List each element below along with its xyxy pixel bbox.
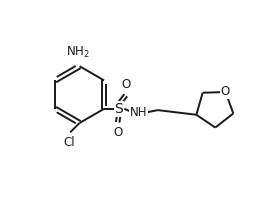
Text: NH: NH [130, 106, 147, 119]
Text: S: S [115, 102, 123, 116]
Text: O: O [122, 78, 131, 91]
Text: Cl: Cl [63, 136, 75, 149]
Text: O: O [113, 126, 122, 139]
Text: O: O [221, 85, 230, 98]
Text: NH$_2$: NH$_2$ [66, 45, 90, 60]
